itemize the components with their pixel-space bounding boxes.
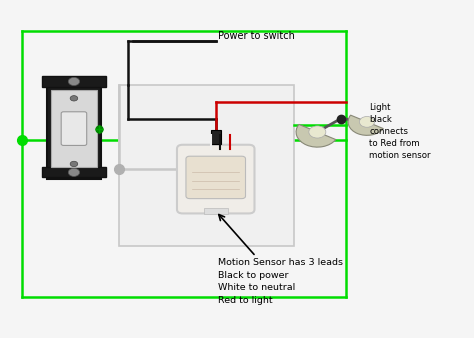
FancyBboxPatch shape	[177, 145, 255, 213]
Bar	[42, 167, 106, 177]
Bar	[42, 76, 106, 87]
Text: Light
black
connects
to Red from
motion sensor: Light black connects to Red from motion …	[369, 103, 431, 160]
Bar	[51, 90, 97, 167]
Wedge shape	[348, 115, 383, 135]
Bar	[119, 85, 294, 246]
Wedge shape	[296, 124, 336, 147]
Text: Motion Sensor has 3 leads
Black to power
White to neutral
Red to light: Motion Sensor has 3 leads Black to power…	[218, 258, 343, 305]
Bar	[47, 78, 101, 179]
Circle shape	[309, 126, 326, 138]
Circle shape	[70, 161, 78, 167]
Circle shape	[359, 117, 374, 127]
Bar	[211, 130, 221, 144]
Circle shape	[68, 168, 80, 176]
Bar	[204, 209, 228, 214]
Text: Power to switch: Power to switch	[218, 31, 295, 41]
FancyBboxPatch shape	[61, 112, 87, 145]
FancyBboxPatch shape	[186, 156, 246, 199]
Circle shape	[68, 77, 80, 86]
Circle shape	[70, 96, 78, 101]
